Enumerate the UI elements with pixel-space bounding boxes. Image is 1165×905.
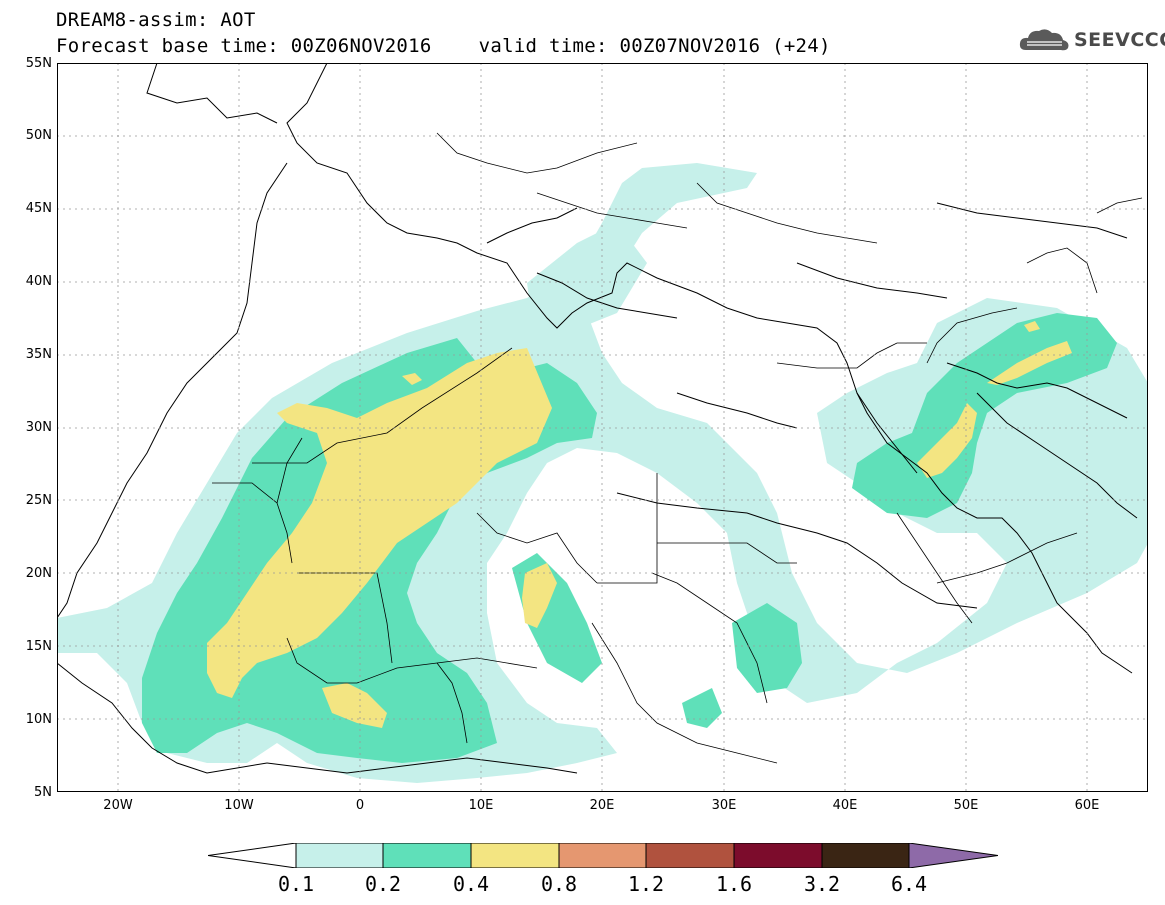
colorbar-under-triangle <box>208 843 297 868</box>
lat-label: 5N <box>34 785 52 800</box>
colorbar-swatch-0.8 <box>558 843 647 868</box>
colorbar-swatch-1.6 <box>733 843 823 868</box>
colorbar-label: 1.6 <box>715 872 753 896</box>
colorbar-label: 6.4 <box>890 872 928 896</box>
colorbar-over-triangle <box>908 843 998 868</box>
colorbar-label: 0.8 <box>540 872 578 896</box>
lat-label: 45N <box>25 201 52 216</box>
forecast-times: Forecast base time: 00Z06NOV2016 valid t… <box>56 35 831 57</box>
aot-level-0.4 <box>207 321 1072 728</box>
lat-label: 50N <box>25 128 52 143</box>
lon-label: 20E <box>589 798 615 813</box>
lat-label: 15N <box>25 639 52 654</box>
country-borders <box>57 63 1143 774</box>
colorbar-swatch-0.1 <box>295 843 384 868</box>
map-title: DREAM8-assim: AOT <box>56 9 256 31</box>
lat-label: 10N <box>25 712 52 727</box>
lon-label: 10W <box>224 798 254 813</box>
colorbar-label: 0.4 <box>452 872 490 896</box>
lon-label: 50E <box>953 798 979 813</box>
lon-label: 60E <box>1074 798 1100 813</box>
colorbar-swatch-0.4 <box>470 843 560 868</box>
seevccc-logo: SEEVCCC <box>1018 26 1165 54</box>
colorbar-label: 0.1 <box>277 872 315 896</box>
colorbar-label: 1.2 <box>627 872 665 896</box>
colorbar-label: 3.2 <box>803 872 841 896</box>
lon-label: 10E <box>468 798 494 813</box>
graticule <box>57 63 1148 792</box>
lon-label: 40E <box>832 798 858 813</box>
gridlines-overlay <box>57 63 1148 792</box>
lon-label: 30E <box>711 798 737 813</box>
lon-label: 0 <box>355 798 365 813</box>
colorbar-label: 0.2 <box>364 872 402 896</box>
cloud-logo-icon <box>1019 29 1069 51</box>
logo-text: SEEVCCC <box>1074 29 1165 51</box>
colorbar <box>208 843 998 868</box>
colorbar-swatch-0.2 <box>382 843 472 868</box>
lat-label: 20N <box>25 566 52 581</box>
lat-label: 40N <box>25 274 52 289</box>
aot-map <box>57 163 1148 783</box>
lat-label: 35N <box>25 347 52 362</box>
colorbar-swatch-3.2 <box>821 843 910 868</box>
coastlines-overlay <box>57 63 1148 792</box>
lat-label: 25N <box>25 493 52 508</box>
lat-label: 55N <box>25 56 52 71</box>
colorbar-swatch-1.2 <box>645 843 735 868</box>
lat-label: 30N <box>25 420 52 435</box>
lon-label: 20W <box>103 798 133 813</box>
